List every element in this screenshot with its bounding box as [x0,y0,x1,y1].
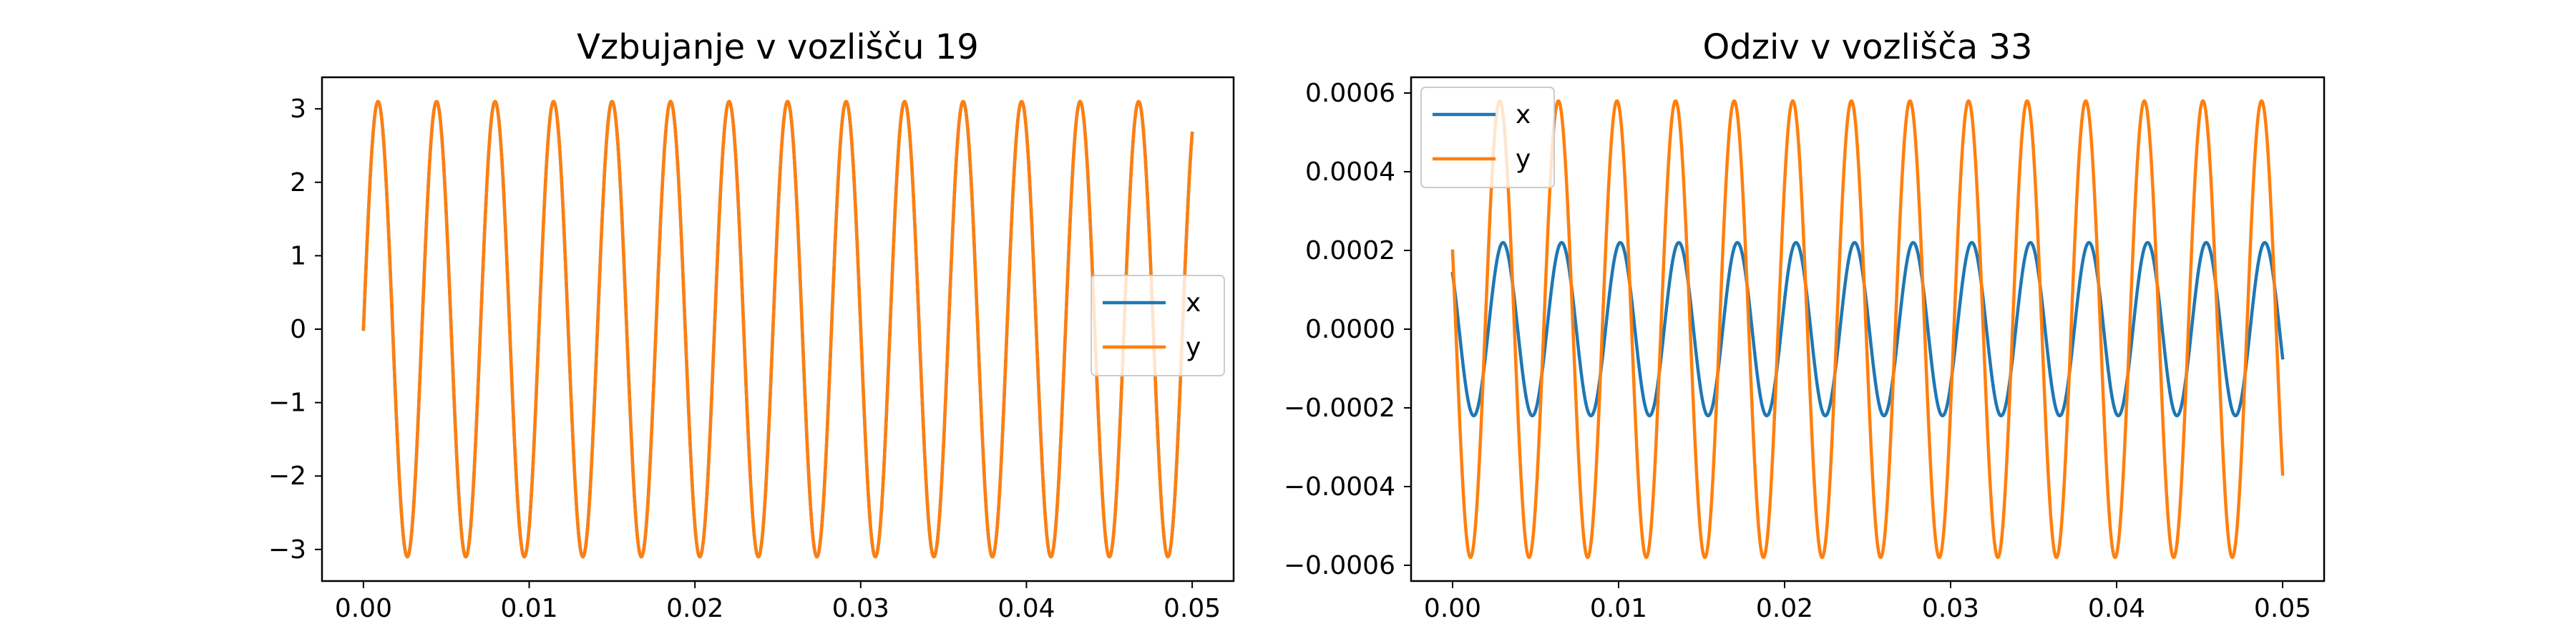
y-tick-label: 0.0002 [1305,236,1395,265]
x-tick-label: 0.02 [1756,594,1813,623]
y-tick-label: −3 [268,535,306,565]
y-tick-label: −0.0002 [1284,394,1395,423]
subplot-response: Odziv v vozlišča 33 0.00 0.01 0.02 0.03 0.04… [1284,27,2326,623]
x-axis: 0.00 0.01 0.02 0.03 0.04 0.05 [335,581,1221,623]
y-tick-label: 0.0006 [1305,79,1395,108]
series-line-y [1450,99,2285,560]
x-tick-label: 0.04 [997,594,1055,623]
y-tick-label: 1 [290,241,306,270]
x-tick-label: 0.04 [2088,594,2145,623]
legend-box [1091,275,1225,376]
plot-lines [361,99,1194,559]
plot-lines [1450,99,2285,560]
y-tick-label: 0.0000 [1305,315,1395,344]
subplot-excitation: Vzbujanje v vozlišču 19 0.00 0.01 0.02 0.03… [268,27,1235,623]
y-tick-label: 2 [290,168,306,197]
y-tick-label: 0 [290,315,306,344]
legend-box [1420,87,1555,188]
x-tick-label: 0.05 [2254,594,2311,623]
x-tick-label: 0.03 [1922,594,1979,623]
y-tick-label: −1 [268,389,306,418]
series-line-x [1450,240,2285,418]
y-tick-label: −0.0006 [1284,551,1395,580]
x-tick-label: 0.00 [335,594,392,623]
x-tick-label: 0.00 [1424,594,1481,623]
legend-label-y: y [1186,333,1201,362]
legend: xy [1420,87,1555,188]
x-tick-label: 0.01 [1590,594,1647,623]
y-axis: −3 −2 −1 0 1 2 3 [268,94,322,565]
chart-title: Vzbujanje v vozlišču 19 [577,27,979,67]
legend-label-x: x [1186,288,1201,318]
legend-label-y: y [1516,145,1531,174]
x-tick-label: 0.02 [666,594,723,623]
x-axis: 0.00 0.01 0.02 0.03 0.04 0.05 [1424,581,2311,623]
legend: xy [1091,275,1225,376]
x-tick-label: 0.05 [1163,594,1221,623]
y-axis: −0.0006 −0.0004 −0.0002 0.0000 0.0002 0.0004 0… [1284,79,1411,580]
y-tick-label: −0.0004 [1284,472,1395,502]
chart-title: Odziv v vozlišča 33 [1703,27,2033,67]
x-tick-label: 0.01 [500,594,557,623]
legend-label-x: x [1516,100,1531,130]
y-tick-label: 0.0004 [1305,157,1395,187]
series-line-y [361,99,1194,559]
y-tick-label: 3 [290,94,306,124]
y-tick-label: −2 [268,462,306,491]
x-tick-label: 0.03 [832,594,889,623]
